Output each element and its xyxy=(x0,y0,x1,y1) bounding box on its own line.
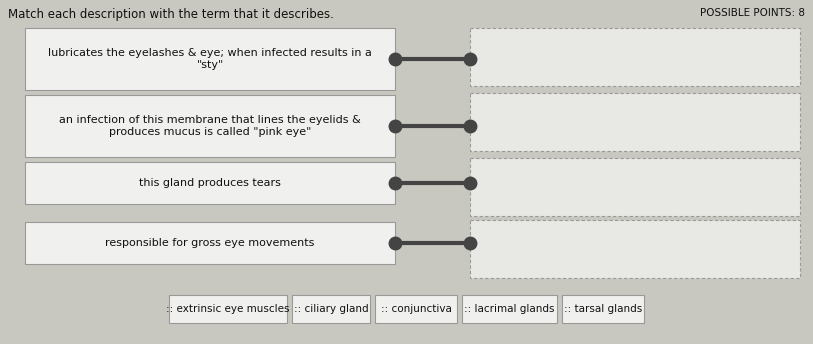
Text: :: conjunctiva: :: conjunctiva xyxy=(380,304,451,314)
FancyBboxPatch shape xyxy=(25,162,395,204)
FancyBboxPatch shape xyxy=(292,295,370,323)
FancyBboxPatch shape xyxy=(470,93,800,151)
FancyBboxPatch shape xyxy=(470,158,800,216)
Text: :: tarsal glands: :: tarsal glands xyxy=(564,304,642,314)
Text: :: ciliary gland: :: ciliary gland xyxy=(293,304,368,314)
FancyBboxPatch shape xyxy=(470,28,800,86)
FancyBboxPatch shape xyxy=(470,220,800,278)
Text: POSSIBLE POINTS: 8: POSSIBLE POINTS: 8 xyxy=(700,8,805,18)
Text: responsible for gross eye movements: responsible for gross eye movements xyxy=(106,238,315,248)
FancyBboxPatch shape xyxy=(25,28,395,90)
FancyBboxPatch shape xyxy=(562,295,644,323)
FancyBboxPatch shape xyxy=(25,95,395,157)
Text: this gland produces tears: this gland produces tears xyxy=(139,178,281,188)
Text: Match each description with the term that it describes.: Match each description with the term tha… xyxy=(8,8,334,21)
Text: an infection of this membrane that lines the eyelids &
produces mucus is called : an infection of this membrane that lines… xyxy=(59,115,361,137)
FancyBboxPatch shape xyxy=(169,295,287,323)
FancyBboxPatch shape xyxy=(462,295,557,323)
FancyBboxPatch shape xyxy=(25,222,395,264)
FancyBboxPatch shape xyxy=(375,295,457,323)
Text: :: lacrimal glands: :: lacrimal glands xyxy=(464,304,554,314)
Text: :: extrinsic eye muscles: :: extrinsic eye muscles xyxy=(166,304,289,314)
Text: lubricates the eyelashes & eye; when infected results in a
"sty": lubricates the eyelashes & eye; when inf… xyxy=(48,48,372,70)
